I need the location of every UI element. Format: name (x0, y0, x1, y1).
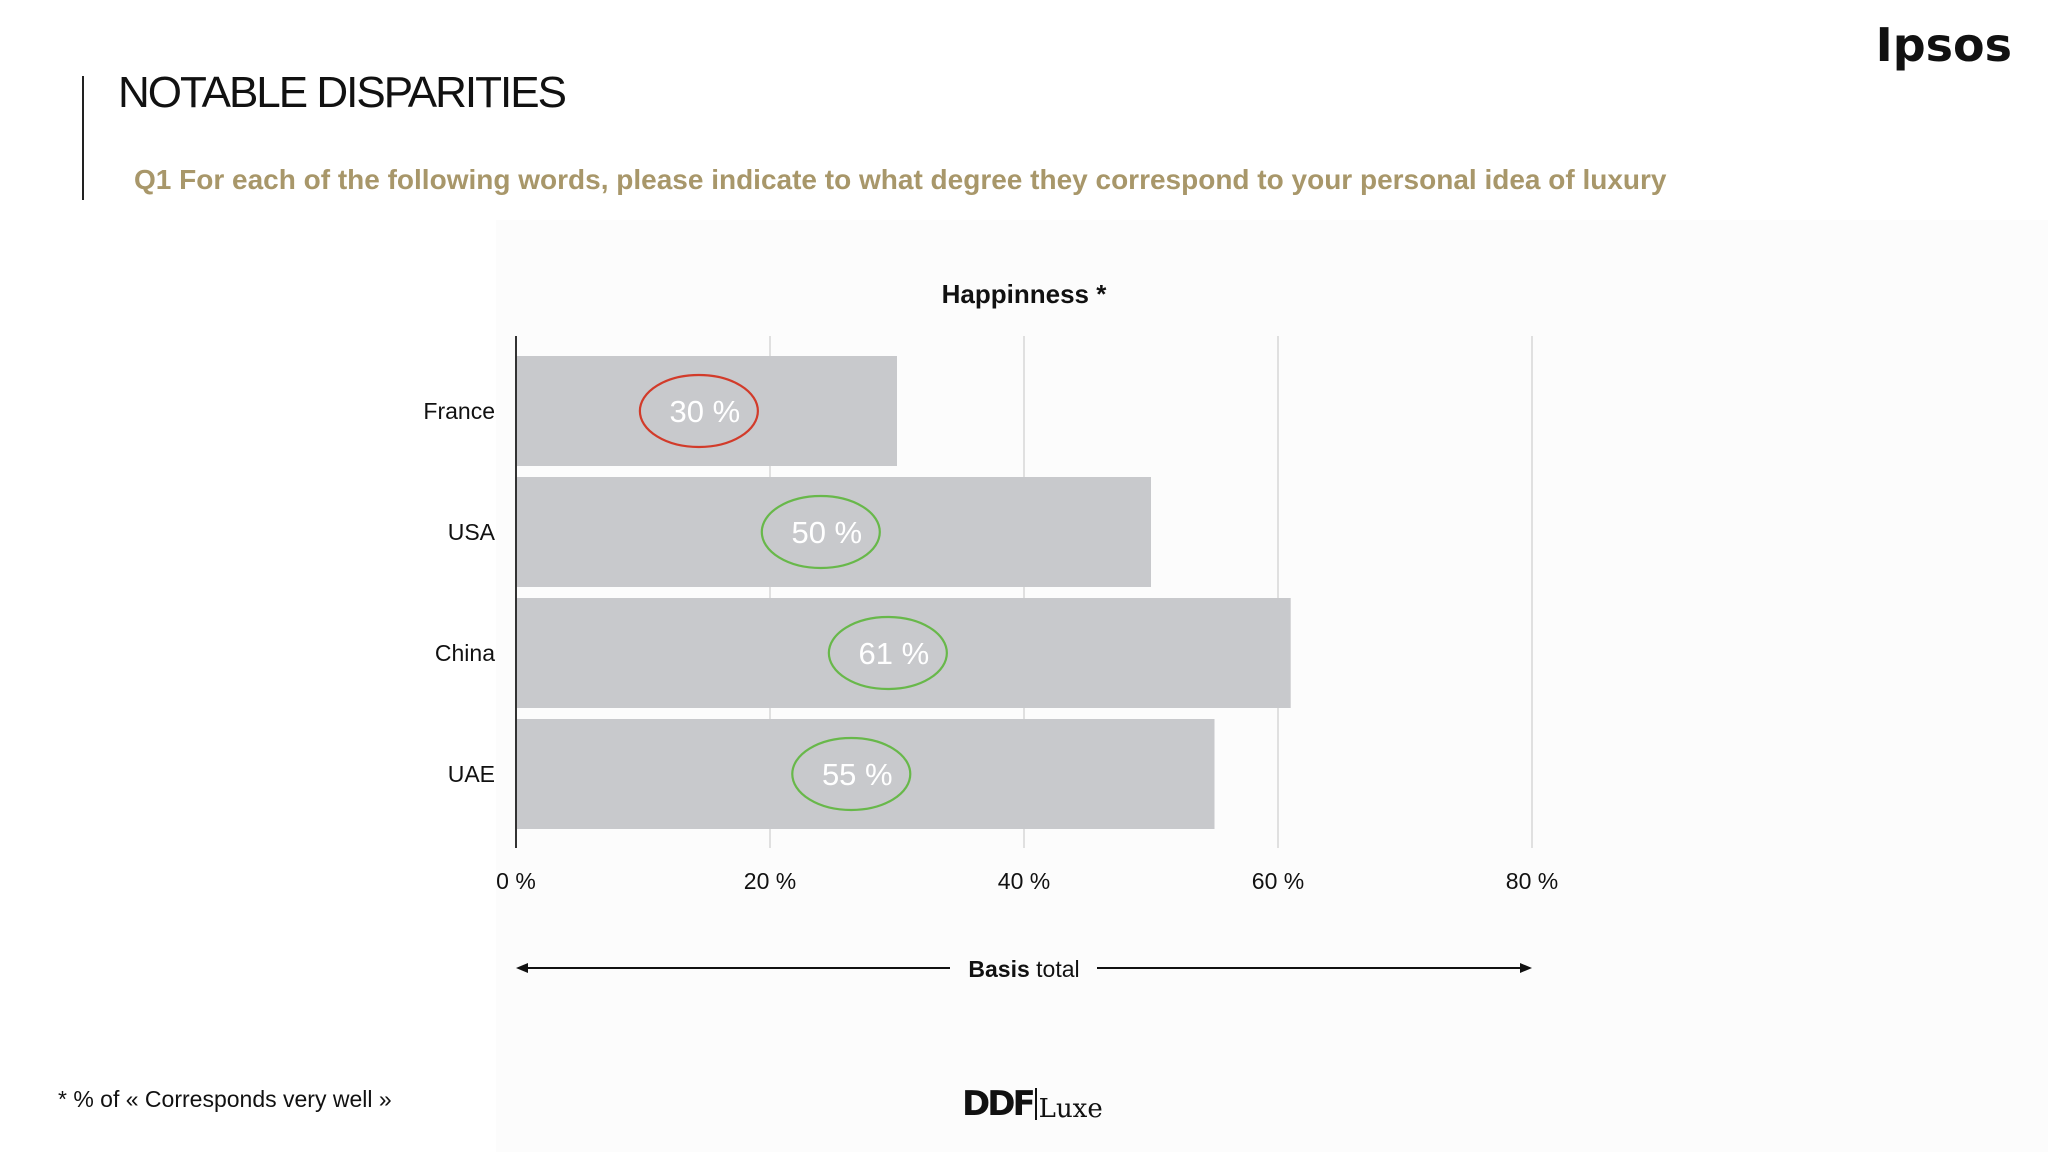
arrowhead-right (1520, 963, 1532, 973)
bar-usa (516, 477, 1151, 587)
value-label: 61 % (859, 636, 930, 671)
bar-china (516, 598, 1291, 708)
highlight-ellipse (827, 615, 948, 691)
basis-bold: Basis (968, 956, 1029, 982)
x-tick-label: 60 % (1252, 868, 1304, 894)
title-accent-bar (82, 76, 84, 200)
highlight-ellipse (760, 494, 881, 570)
x-tick-label: 20 % (744, 868, 796, 894)
question-text: Q1 For each of the following words, plea… (134, 164, 1667, 195)
x-tick-label: 80 % (1506, 868, 1558, 894)
value-label: 55 % (822, 757, 893, 792)
highlight-ellipse (638, 373, 759, 449)
category-label: USA (448, 519, 496, 545)
logo-main-text: DDF (962, 1084, 1036, 1124)
category-label: France (423, 398, 495, 424)
category-label: UAE (448, 761, 495, 787)
value-label: 30 % (670, 394, 741, 429)
ipsos-logo: Ipsos (1875, 18, 2012, 72)
basis-label: Basis total (968, 956, 1079, 982)
chart-title: Happinness * (942, 279, 1108, 309)
category-label: China (435, 640, 495, 666)
ddf-luxe-logo: DDF Luxe (962, 1080, 1103, 1124)
arrowhead-left (516, 963, 528, 973)
basis-rest: total (1030, 956, 1080, 982)
highlight-ellipse (791, 736, 912, 812)
bar-uae (516, 719, 1215, 829)
x-tick-label: 0 % (496, 868, 536, 894)
slide-title: NOTABLE DISPARITIES (118, 68, 567, 117)
logo-separator (1034, 1088, 1037, 1120)
footnote: * % of « Corresponds very well » (58, 1086, 392, 1112)
logo-sub-text: Luxe (1038, 1094, 1103, 1124)
x-tick-label: 40 % (998, 868, 1050, 894)
value-label: 50 % (791, 515, 862, 550)
